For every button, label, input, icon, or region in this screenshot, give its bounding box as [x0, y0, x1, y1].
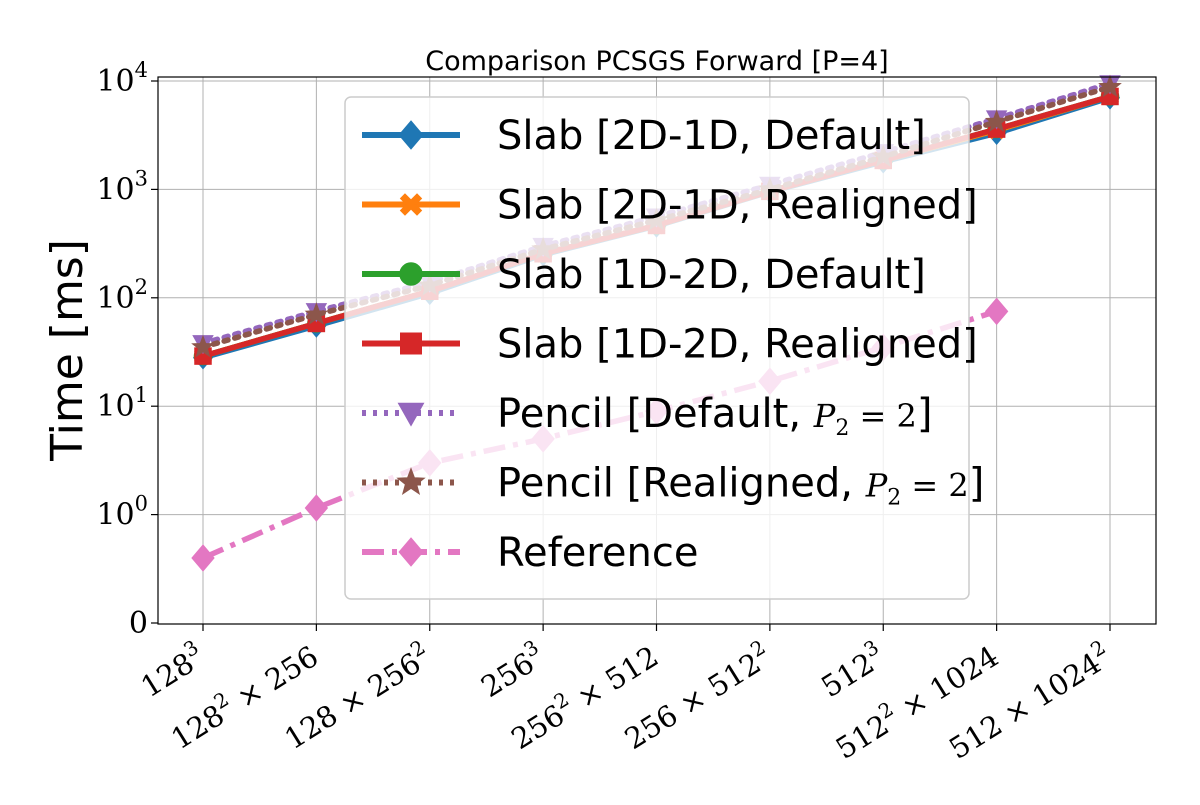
legend-label: Reference — [497, 530, 698, 576]
data-point — [191, 544, 215, 572]
data-point — [1098, 74, 1122, 98]
legend-marker — [397, 402, 425, 427]
y-tick-label: 0 — [129, 606, 148, 641]
data-point — [191, 334, 215, 358]
data-point — [984, 297, 1009, 326]
legend-label: Slab [2D-1D, Default] — [497, 113, 926, 159]
legend-marker — [398, 120, 424, 150]
legend: Slab [2D-1D, Default] Slab [2D-1D, Realig… — [344, 96, 984, 600]
data-point — [304, 302, 329, 325]
legend-marker — [399, 262, 423, 286]
legend-marker — [398, 537, 424, 567]
x-tick-label: 5123 — [813, 635, 891, 704]
y-tick-label: 103 — [96, 166, 148, 207]
data-point — [304, 494, 329, 522]
legend-label: Pencil [Default, P2 = 2] — [497, 391, 932, 441]
y-tick-label: 104 — [96, 58, 148, 99]
y-tick-label: 101 — [96, 383, 148, 424]
x-tick-label: 2563 — [472, 635, 550, 704]
y-axis-label: Time [ms] — [42, 239, 93, 462]
legend-marker — [396, 467, 426, 495]
legend-marker — [400, 332, 422, 355]
data-point — [984, 109, 1009, 132]
legend-label: Slab [1D-2D, Default] — [497, 252, 926, 298]
legend-label: Slab [1D-2D, Realigned] — [497, 322, 978, 368]
y-axis-ticks: 0 100 101 102 103 104 — [96, 58, 158, 641]
y-tick-label: 102 — [96, 275, 148, 316]
chart-title: Comparison PCSGS Forward [P=4] — [425, 46, 888, 77]
x-tick-label: 1283 — [132, 635, 210, 704]
y-tick-label: 100 — [96, 492, 148, 533]
legend-label: Slab [2D-1D, Realigned] — [497, 183, 978, 229]
legend-marker — [399, 193, 423, 216]
legend-box — [344, 96, 970, 600]
legend-label: Pencil [Realigned, P2 = 2] — [497, 461, 984, 511]
